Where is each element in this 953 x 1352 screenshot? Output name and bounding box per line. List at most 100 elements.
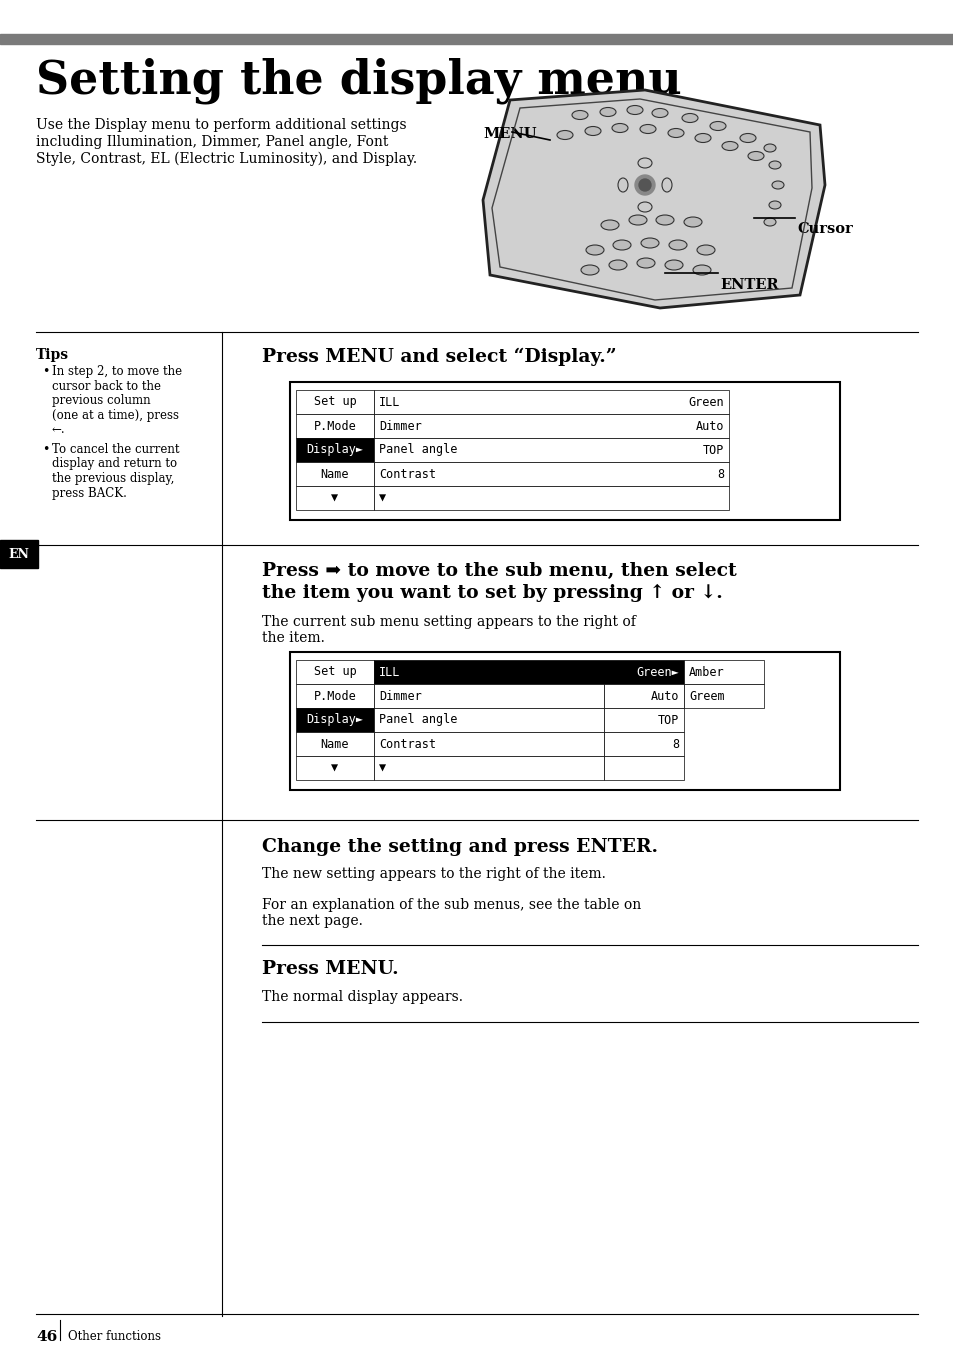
Bar (374, 414, 728, 438)
Text: the item you want to set by pressing ↑ or ↓.: the item you want to set by pressing ↑ o… (262, 584, 722, 602)
Text: ENTER: ENTER (720, 279, 778, 292)
Text: Contrast: Contrast (378, 468, 436, 480)
Ellipse shape (639, 124, 656, 134)
Text: ▼: ▼ (378, 761, 386, 775)
Bar (603, 731, 683, 756)
Text: The new setting appears to the right of the item.: The new setting appears to the right of … (262, 867, 605, 882)
Ellipse shape (692, 265, 710, 274)
Ellipse shape (664, 260, 682, 270)
Text: Tips: Tips (36, 347, 69, 362)
Bar (295, 485, 374, 510)
Text: press BACK.: press BACK. (52, 487, 127, 499)
Text: EN: EN (9, 548, 30, 561)
Bar (295, 708, 374, 731)
Bar (295, 756, 374, 780)
Text: the item.: the item. (262, 631, 325, 645)
Bar (374, 485, 728, 510)
Ellipse shape (618, 178, 627, 192)
Text: ▼: ▼ (378, 492, 386, 504)
Bar (0, 34, 953, 45)
Ellipse shape (600, 220, 618, 230)
Text: P.Mode: P.Mode (314, 419, 356, 433)
Text: In step 2, to move the: In step 2, to move the (52, 365, 182, 379)
Bar (295, 684, 374, 708)
Bar (295, 438, 374, 462)
Text: To cancel the current: To cancel the current (52, 443, 179, 456)
Text: Auto: Auto (650, 690, 679, 703)
Text: 8: 8 (671, 737, 679, 750)
Bar (603, 756, 683, 780)
Text: Style, Contrast, EL (Electric Luminosity), and Display.: Style, Contrast, EL (Electric Luminosity… (36, 151, 416, 166)
Text: (one at a time), press: (one at a time), press (52, 408, 179, 422)
Ellipse shape (585, 245, 603, 256)
Text: MENU: MENU (482, 127, 536, 141)
Bar (295, 731, 374, 756)
Text: For an explanation of the sub menus, see the table on: For an explanation of the sub menus, see… (262, 898, 640, 913)
Text: cursor back to the: cursor back to the (52, 380, 161, 392)
Bar (374, 462, 728, 485)
Text: previous column: previous column (52, 393, 151, 407)
Text: Other functions: Other functions (68, 1330, 161, 1343)
Text: The normal display appears.: The normal display appears. (262, 990, 462, 1005)
Text: Cursor: Cursor (796, 222, 852, 237)
Text: the previous display,: the previous display, (52, 472, 174, 485)
Ellipse shape (572, 111, 587, 119)
Bar (683, 660, 763, 684)
Text: Press MENU.: Press MENU. (262, 960, 398, 977)
Ellipse shape (638, 158, 651, 168)
Bar (295, 389, 374, 414)
Ellipse shape (695, 134, 710, 142)
Ellipse shape (709, 122, 725, 131)
Ellipse shape (667, 128, 683, 138)
Ellipse shape (661, 178, 671, 192)
Bar (374, 438, 728, 462)
Text: Display►: Display► (306, 443, 363, 457)
Bar (603, 708, 683, 731)
Bar (374, 708, 603, 731)
Text: Contrast: Contrast (378, 737, 436, 750)
Ellipse shape (681, 114, 698, 123)
Ellipse shape (557, 131, 573, 139)
Text: Use the Display menu to perform additional settings: Use the Display menu to perform addition… (36, 118, 406, 132)
Text: ▼: ▼ (331, 761, 338, 775)
Text: Green►: Green► (636, 665, 679, 679)
Ellipse shape (771, 181, 783, 189)
Circle shape (635, 174, 655, 195)
Bar (295, 462, 374, 485)
Ellipse shape (638, 201, 651, 212)
Ellipse shape (747, 151, 763, 161)
Ellipse shape (740, 134, 755, 142)
Text: 46: 46 (36, 1330, 57, 1344)
Ellipse shape (599, 108, 616, 116)
Text: Panel angle: Panel angle (378, 443, 456, 457)
Text: Greem: Greem (688, 690, 724, 703)
Ellipse shape (637, 258, 655, 268)
Ellipse shape (613, 241, 630, 250)
Ellipse shape (656, 215, 673, 224)
Ellipse shape (626, 105, 642, 115)
Ellipse shape (697, 245, 714, 256)
FancyBboxPatch shape (290, 383, 840, 521)
Ellipse shape (763, 218, 775, 226)
Text: display and return to: display and return to (52, 457, 177, 470)
Text: Display►: Display► (306, 714, 363, 726)
Text: Dimmer: Dimmer (378, 690, 421, 703)
Text: including Illumination, Dimmer, Panel angle, Font: including Illumination, Dimmer, Panel an… (36, 135, 388, 149)
Ellipse shape (763, 145, 775, 151)
Ellipse shape (608, 260, 626, 270)
Text: Name: Name (320, 468, 349, 480)
Text: P.Mode: P.Mode (314, 690, 356, 703)
Text: Press ➡ to move to the sub menu, then select: Press ➡ to move to the sub menu, then se… (262, 562, 736, 580)
Bar (374, 389, 728, 414)
Text: TOP: TOP (657, 714, 679, 726)
Text: ←.: ←. (52, 423, 66, 435)
Text: Set up: Set up (314, 665, 356, 679)
Text: Change the setting and press ENTER.: Change the setting and press ENTER. (262, 838, 658, 856)
Bar (295, 660, 374, 684)
Circle shape (639, 178, 650, 191)
Text: Amber: Amber (688, 665, 724, 679)
Text: the next page.: the next page. (262, 914, 362, 927)
Bar (295, 414, 374, 438)
Bar (683, 684, 763, 708)
Bar (374, 660, 683, 684)
